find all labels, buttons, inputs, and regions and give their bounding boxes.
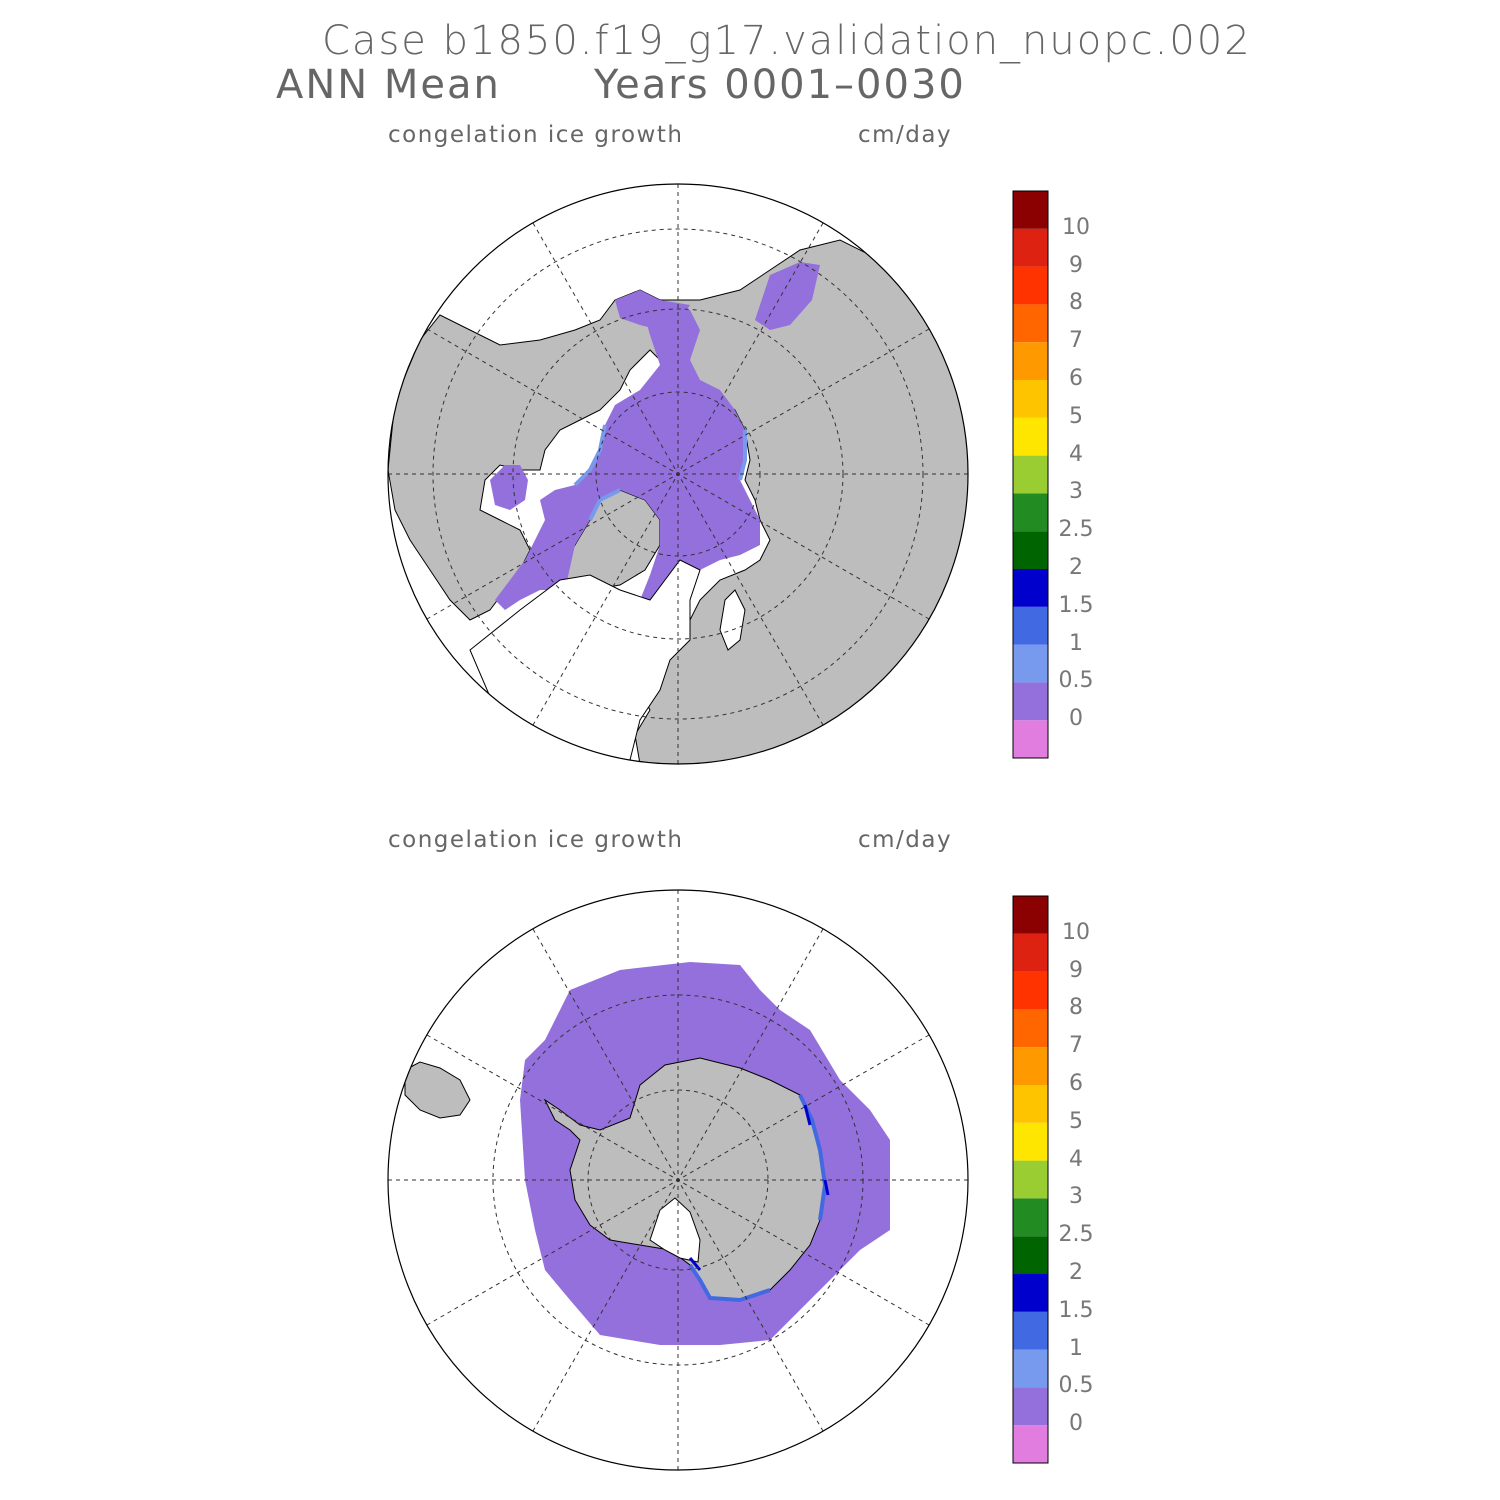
colorbar-tick-label: 1 — [1069, 1335, 1083, 1361]
colorbar-swatch — [1013, 1160, 1048, 1199]
colorbar-swatch — [1013, 1122, 1048, 1161]
colorbar-tick-label: 10 — [1062, 919, 1090, 945]
figure-title-case: Case b1850.f19_g17.validation_nuopc.002 — [322, 18, 1252, 64]
colorbar-tick-label: 8 — [1069, 290, 1083, 316]
colorbar-tick-label: 0 — [1069, 1411, 1083, 1437]
colorbar-swatch — [1013, 455, 1048, 494]
panel2-variable-label: congelation ice growth — [388, 827, 684, 853]
colorbar-tick-label: 5 — [1069, 403, 1083, 429]
bering-ice — [615, 290, 690, 330]
colorbar-swatch — [1013, 1425, 1048, 1463]
baltic-sea — [719, 589, 746, 651]
colorbar-tick-label: 1 — [1069, 630, 1083, 656]
colorbar-tick-label: 0.5 — [1058, 1373, 1094, 1399]
colorbar-swatch — [1013, 1009, 1048, 1048]
panel2-units-label: cm/day — [858, 827, 953, 853]
title-period: ANN Mean — [276, 62, 501, 108]
colorbar-swatch — [1013, 569, 1048, 607]
title-years: Years 0001–0030 — [594, 62, 966, 108]
colorbar-tick-label: 4 — [1069, 441, 1083, 467]
colorbar-tick-label: 7 — [1069, 1033, 1083, 1059]
colorbar-tick-label: 3 — [1069, 1184, 1083, 1210]
colorbar-swatch — [1013, 682, 1048, 721]
colorbar-swatch — [1013, 228, 1048, 267]
colorbar-south — [1012, 895, 1049, 1464]
north-ice-edge — [573, 424, 747, 521]
colorbar-swatch — [1013, 1085, 1048, 1123]
colorbar-tick-label: 0 — [1069, 706, 1083, 732]
south-america-tip — [404, 1061, 471, 1119]
colorbar-tick-label: 2 — [1069, 1260, 1083, 1285]
colorbar-north — [1012, 190, 1049, 759]
colorbar-swatch — [1013, 531, 1048, 569]
south-graticule — [388, 890, 968, 1470]
hudson-bay-ice — [490, 465, 528, 510]
colorbar-swatch — [1013, 720, 1048, 758]
colorbar-tick-label: 6 — [1069, 366, 1083, 391]
north-land — [388, 239, 968, 764]
colorbar-tick-label: 4 — [1069, 1146, 1083, 1172]
colorbar-tick-label: 2 — [1069, 555, 1083, 580]
okhotsk-ice — [755, 262, 820, 330]
colorbar-tick-label: 10 — [1062, 214, 1090, 240]
colorbar-swatch — [1013, 342, 1048, 380]
colorbar-swatch — [1013, 1387, 1048, 1426]
colorbar-swatch — [1013, 606, 1048, 645]
colorbar-swatch — [1013, 1311, 1048, 1350]
colorbar-frame — [1012, 190, 1049, 759]
colorbar-swatch — [1013, 1236, 1048, 1274]
colorbar-tick-label: 1.5 — [1058, 592, 1094, 618]
colorbar-swatch — [1013, 191, 1048, 229]
colorbar-swatch — [1013, 933, 1048, 972]
panel1-units-label: cm/day — [858, 122, 953, 148]
colorbar-tick-label: 6 — [1069, 1071, 1083, 1096]
panel1-variable-label: congelation ice growth — [388, 122, 684, 148]
colorbar-swatch — [1013, 1349, 1048, 1388]
colorbar-swatch — [1013, 644, 1048, 683]
colorbar-swatch — [1013, 380, 1048, 418]
colorbar-tick-label: 9 — [1069, 957, 1083, 983]
north-sea-ice — [495, 300, 760, 610]
colorbar-tick-label: 9 — [1069, 252, 1083, 278]
south-polar-map — [387, 889, 969, 1471]
colorbar-tick-label: 1.5 — [1058, 1297, 1094, 1323]
colorbar-tick-label: 2.5 — [1058, 1222, 1094, 1248]
north-graticule — [388, 184, 968, 764]
colorbar-swatch — [1013, 896, 1048, 934]
colorbar-swatch — [1013, 1198, 1048, 1237]
colorbar-swatch — [1013, 493, 1048, 532]
colorbar-tick-label: 2.5 — [1058, 517, 1094, 543]
colorbar-swatch — [1013, 971, 1048, 1010]
colorbar-tick-label: 3 — [1069, 479, 1083, 505]
colorbar-tick-label: 5 — [1069, 1108, 1083, 1134]
ross-ice-shelf — [649, 1197, 701, 1263]
colorbar-swatch — [1013, 417, 1048, 456]
colorbar-tick-label: 0.5 — [1058, 668, 1094, 694]
colorbar-tick-label: 7 — [1069, 328, 1083, 354]
north-polar-map — [387, 183, 969, 765]
colorbar-swatch — [1013, 266, 1048, 305]
figure-title-period: ANN Mean Years 0001–0030 — [276, 62, 964, 108]
colorbar-swatch — [1013, 1047, 1048, 1085]
colorbar-tick-label: 8 — [1069, 995, 1083, 1021]
colorbar-swatch — [1013, 304, 1048, 343]
colorbar-frame — [1012, 895, 1049, 1464]
colorbar-swatch — [1013, 1274, 1048, 1312]
